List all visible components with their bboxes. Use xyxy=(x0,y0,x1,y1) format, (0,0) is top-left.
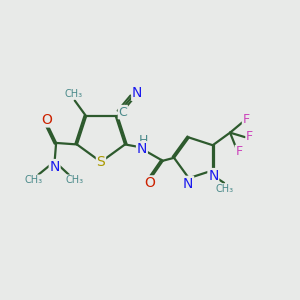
Text: N: N xyxy=(183,176,194,190)
Text: O: O xyxy=(145,176,155,190)
Text: N: N xyxy=(50,160,60,174)
Text: CH₃: CH₃ xyxy=(25,175,43,185)
Text: S: S xyxy=(97,155,105,169)
Text: F: F xyxy=(242,113,250,126)
Text: N: N xyxy=(208,169,218,183)
Text: CH₃: CH₃ xyxy=(64,89,82,99)
Text: F: F xyxy=(246,130,253,143)
Text: N: N xyxy=(137,142,147,156)
Text: F: F xyxy=(236,146,242,158)
Text: H: H xyxy=(139,134,148,147)
Text: N: N xyxy=(132,86,142,100)
Text: C: C xyxy=(118,106,127,118)
Text: CH₃: CH₃ xyxy=(65,175,83,185)
Text: CH₃: CH₃ xyxy=(216,184,234,194)
Text: O: O xyxy=(41,113,52,127)
